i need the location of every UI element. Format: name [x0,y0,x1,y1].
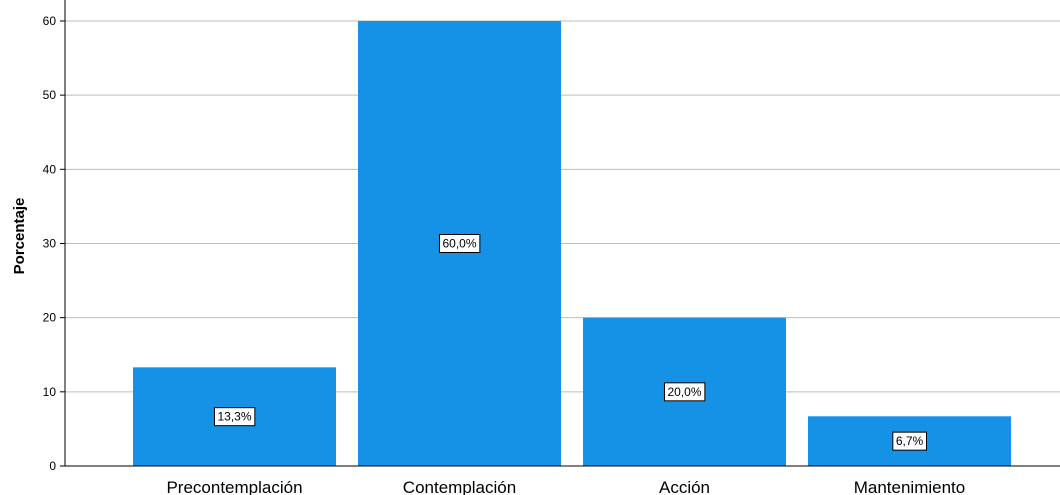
gridlines [65,20,1060,393]
y-tick-label: 20 [43,311,57,325]
data-label: 13,3% [213,407,256,427]
y-tick-label: 60 [43,14,57,28]
data-label-text: 13,3% [217,410,251,424]
x-category-label: Precontemplación [166,478,302,495]
x-category-label: Contemplación [403,478,516,495]
x-category-label: Acción [659,478,710,495]
y-tick-label: 0 [49,459,56,473]
data-label-text: 20,0% [667,385,701,399]
data-label-box [438,233,481,253]
y-tick-label: 40 [43,162,57,176]
y-tick-label: 50 [43,88,57,102]
data-label: 60,0% [438,233,481,253]
data-label-text: 6,7% [896,434,924,448]
data-label: 20,0% [663,382,706,402]
data-labels: 13,3% 60,0% 20,0% 6,7% [213,233,928,451]
y-axis-title: Porcentaje [11,198,28,275]
y-tick-label: 30 [43,236,57,250]
data-label-box [892,431,928,451]
data-label-text: 60,0% [442,236,476,250]
axes: 0 10 20 30 40 50 60 Precontemplación Contemplaci… [43,0,1060,495]
data-label-box [663,382,706,402]
x-category-label: Mantenimiento [854,478,966,495]
data-label-box [213,407,256,427]
y-tick-label: 10 [43,385,57,399]
data-label: 6,7% [892,431,928,451]
